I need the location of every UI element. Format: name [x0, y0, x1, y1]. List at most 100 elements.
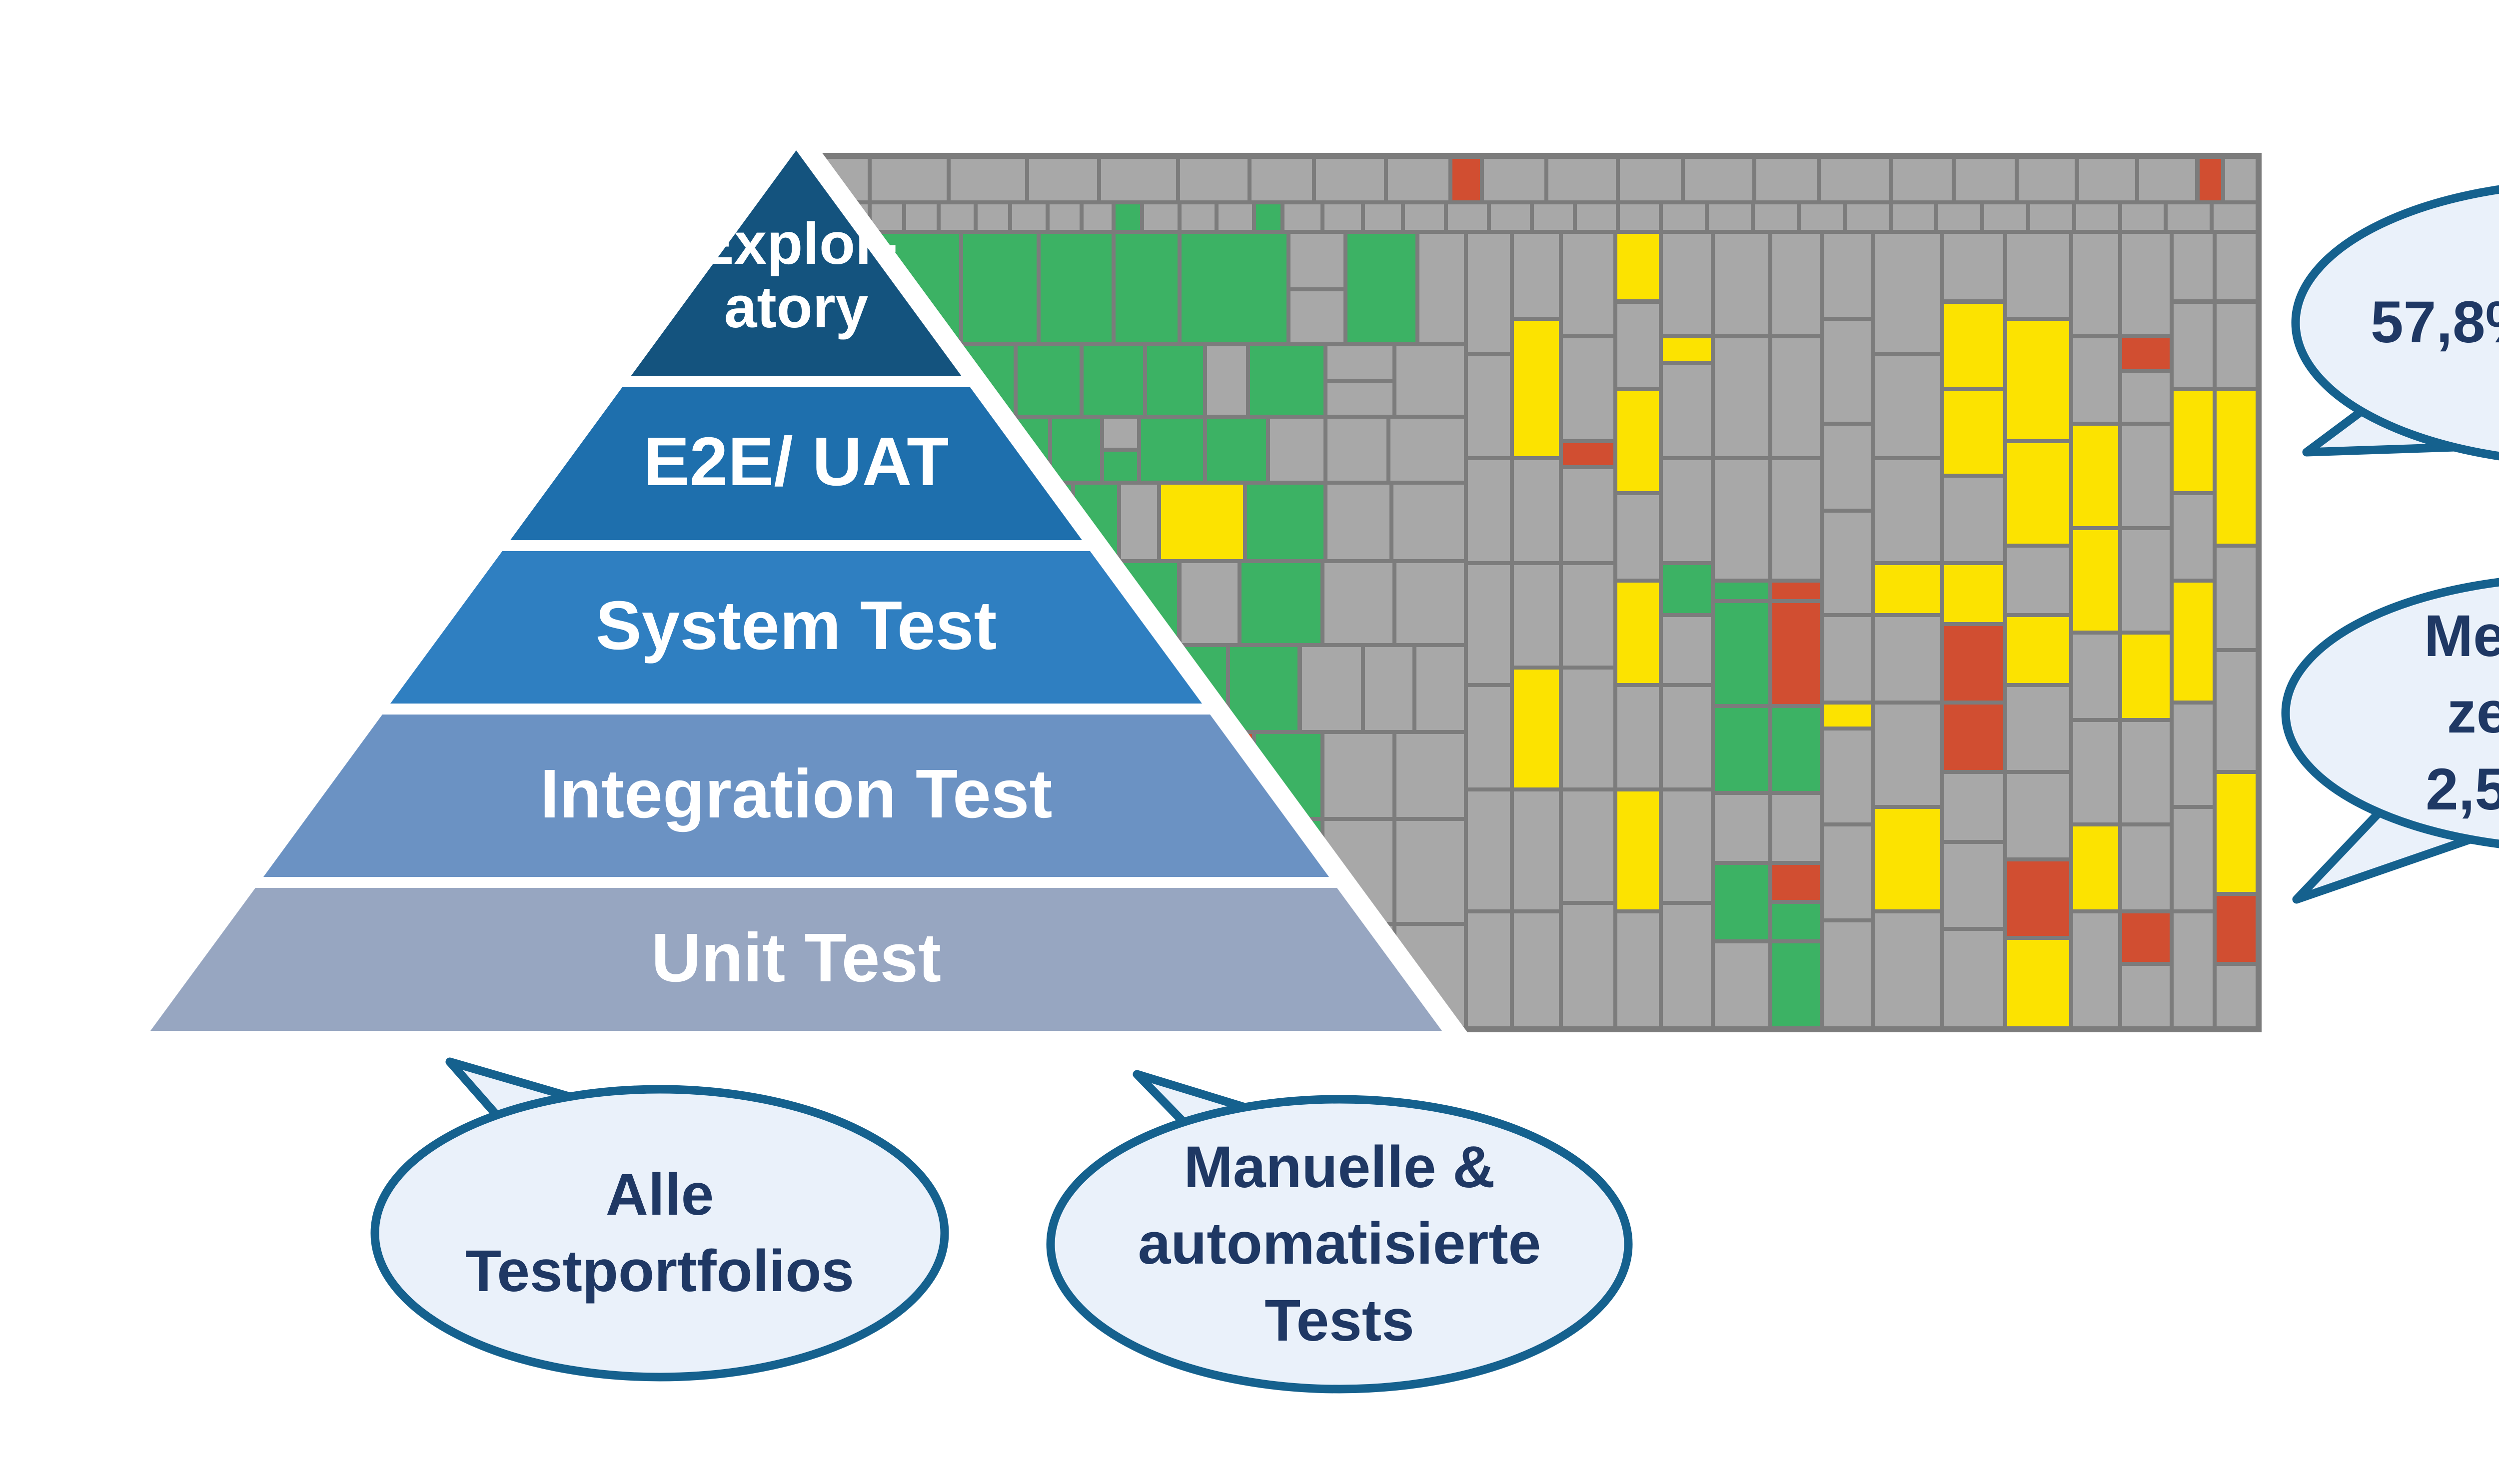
treemap-cell: [1873, 807, 1942, 912]
treemap-cell: [2120, 423, 2172, 528]
treemap-cell: [1394, 819, 1466, 924]
treemap-cell: [1661, 902, 1713, 1028]
treemap-cell: [1942, 929, 2006, 1028]
treemap-cell: [1712, 458, 1770, 581]
treemap-cell: [1873, 354, 1942, 459]
treemap-cell: [1770, 580, 1822, 602]
treemap-cell: [1153, 645, 1229, 733]
treemap-cell: [1119, 561, 1180, 645]
treemap-cell: [2171, 911, 2215, 1028]
treemap-cell: [1575, 202, 1618, 232]
treemap-cell: [2214, 963, 2258, 1028]
treemap-cell: [1466, 563, 1512, 685]
treemap-cell: [2166, 202, 2212, 232]
treemap-cell: [1299, 645, 1363, 733]
treemap-cell: [1113, 923, 1191, 1028]
treemap-cell: [1942, 702, 2006, 772]
treemap-cell: [1248, 344, 1326, 417]
treemap-cell: [2171, 580, 2215, 703]
treemap-cell: [1179, 202, 1217, 232]
treemap-cell: [1512, 911, 1561, 1028]
treemap-cell: [1142, 202, 1180, 232]
pyramid-label-e2e-uat: E2E/ UAT: [643, 423, 949, 500]
treemap-cell: [1489, 202, 1532, 232]
treemap-cell: [1113, 231, 1180, 344]
treemap-cell: [1466, 231, 1512, 354]
treemap-cell: [1560, 231, 1615, 337]
treemap-cell: [976, 522, 1022, 562]
treemap-cell: [1245, 483, 1326, 562]
treemap-cell: [1942, 563, 2006, 624]
treemap-cell: [1712, 580, 1770, 602]
treemap-cell: [2005, 615, 2072, 685]
treemap-cell: [1942, 388, 2006, 476]
treemap-cell: [2005, 859, 2072, 938]
treemap-cell: [2197, 157, 2224, 202]
treemap-cell: [2212, 202, 2258, 232]
treemap-cell: [1712, 231, 1770, 337]
treemap-cell: [2077, 157, 2137, 202]
treemap-cell: [2214, 388, 2258, 546]
treemap-cell: [1873, 458, 1942, 563]
treemap-cell: [2120, 824, 2172, 912]
treemap-cell: [1314, 157, 1386, 202]
treemap-cell: [1178, 157, 1250, 202]
treemap-cell: [961, 231, 1039, 344]
treemap-cell: [1712, 862, 1770, 941]
treemap-cell: [1770, 336, 1822, 459]
treemap-cell: [1385, 157, 1450, 202]
treemap-cell: [2071, 336, 2120, 424]
treemap-cell: [993, 416, 1051, 483]
treemap-cell: [1174, 819, 1249, 924]
treemap-cell: [1560, 441, 1615, 467]
treemap-cell: [1712, 793, 1770, 863]
treemap-cell: [1250, 157, 1314, 202]
treemap-cell: [1942, 624, 2006, 703]
treemap-cell: [824, 157, 870, 202]
treemap-cell: [1139, 416, 1206, 483]
treemap-cell: [1228, 645, 1300, 733]
treemap-cell: [1191, 923, 1265, 1028]
treemap-cell: [1096, 819, 1174, 924]
treemap-cell: [1042, 923, 1114, 1028]
treemap-cell: [1328, 923, 1394, 1028]
treemap-cell: [1682, 157, 1754, 202]
treemap-cell: [1770, 231, 1822, 337]
pyramid-label-unit-test: Unit Test: [651, 919, 942, 996]
treemap-cell: [1942, 841, 2006, 929]
treemap-cell: [1615, 388, 1661, 494]
treemap-cell: [944, 344, 1016, 417]
treemap-cell: [2005, 319, 2072, 441]
treemap-cell: [2120, 231, 2172, 337]
treemap-cell: [1770, 793, 1822, 863]
treemap-cell: [1661, 202, 1707, 232]
treemap-cell: [1707, 202, 1753, 232]
treemap-cell: [1119, 483, 1160, 562]
treemap-cell: [2171, 702, 2215, 807]
treemap-cell: [1890, 157, 1954, 202]
treemap-cell: [1082, 344, 1145, 417]
treemap-cell: [1661, 458, 1713, 563]
treemap-cell: [2005, 772, 2072, 859]
treemap-cell: [1615, 911, 1661, 1028]
treemap-cell: [1661, 336, 1713, 363]
treemap-cell: [1087, 645, 1154, 733]
treemap-cell: [1362, 202, 1403, 232]
treemap-cell: [927, 819, 993, 924]
treemap-cell: [2214, 301, 2258, 389]
treemap-cell: [2214, 231, 2258, 302]
bubble-test-gap-label: 57,8% Test-Gap: [2370, 289, 2499, 356]
treemap-cell: [1661, 563, 1713, 616]
treemap-cell: [1325, 483, 1392, 562]
treemap-cell: [1819, 157, 1891, 202]
bubble-portfolios-label: Alle Testportfolios: [465, 1161, 854, 1304]
treemap-cell: [1661, 685, 1713, 790]
treemap-cell: [2005, 937, 2072, 1028]
treemap-cell: [1050, 416, 1102, 483]
treemap-cell: [1546, 157, 1618, 202]
treemap-cell: [1615, 231, 1661, 302]
treemap-cell: [1021, 483, 1074, 562]
treemap-cell: [1661, 789, 1713, 903]
treemap-cell: [2223, 157, 2258, 202]
